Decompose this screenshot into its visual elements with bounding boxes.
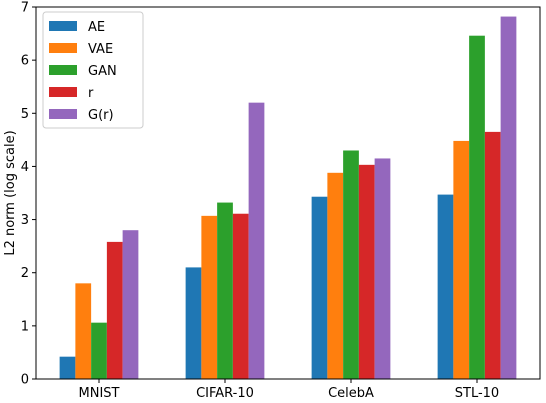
legend-label: G(r) bbox=[88, 108, 114, 123]
bar-gr-cifar10 bbox=[248, 102, 265, 380]
legend-frame bbox=[42, 11, 144, 129]
legend-label: AE bbox=[88, 20, 105, 35]
legend-label: VAE bbox=[88, 42, 113, 57]
bar-gan-stl10 bbox=[469, 35, 485, 379]
bar-gr-mnist bbox=[122, 230, 139, 379]
bar-gr-stl10 bbox=[500, 16, 517, 380]
bar-r-cifar10 bbox=[232, 213, 249, 379]
legend-swatch bbox=[49, 43, 77, 53]
bar-gan-celeba bbox=[343, 150, 359, 379]
legend-swatch bbox=[49, 21, 77, 31]
legend-swatch bbox=[49, 109, 77, 119]
bar-ae-stl10 bbox=[437, 194, 454, 379]
bar-gr-celeba bbox=[374, 158, 391, 379]
bar-vae-cifar10 bbox=[201, 215, 218, 379]
bar-r-stl10 bbox=[484, 131, 501, 379]
legend-swatch bbox=[49, 65, 77, 75]
legend-label: r bbox=[88, 86, 94, 101]
y-tick-label: 6 bbox=[21, 54, 29, 69]
plot-area bbox=[35, 6, 541, 380]
plot-frame bbox=[35, 6, 541, 380]
y-tick-label: 3 bbox=[21, 213, 29, 228]
x-axis: MNIST CIFAR-10 CelebA STL-10 bbox=[79, 379, 499, 401]
bar-gan-mnist bbox=[91, 322, 107, 379]
x-tick-label: CIFAR-10 bbox=[196, 386, 254, 401]
y-axis-label: L2 norm (log scale) bbox=[3, 130, 18, 255]
bar-vae-stl10 bbox=[453, 140, 470, 379]
bar-vae-mnist bbox=[75, 283, 92, 379]
bar-ae-cifar10 bbox=[185, 267, 202, 379]
y-tick-label: 2 bbox=[21, 266, 29, 281]
bar-vae-celeba bbox=[327, 172, 344, 379]
y-tick-label: 4 bbox=[21, 160, 29, 175]
y-axis: 0 1 2 3 4 5 6 7 bbox=[21, 1, 36, 388]
y-tick-label: 1 bbox=[21, 319, 29, 334]
legend-label: GAN bbox=[88, 64, 117, 79]
bar-ae-mnist bbox=[59, 356, 76, 379]
y-tick-label: 7 bbox=[21, 1, 29, 16]
y-tick-label: 0 bbox=[21, 373, 29, 388]
x-tick-label: CelebA bbox=[328, 386, 374, 401]
x-tick-label: MNIST bbox=[79, 386, 120, 401]
legend: AE VAE GAN r G(r) bbox=[42, 11, 144, 129]
bar-r-celeba bbox=[358, 164, 375, 379]
bar-r-mnist bbox=[106, 241, 123, 379]
x-tick-label: STL-10 bbox=[455, 386, 499, 401]
y-tick-label: 5 bbox=[21, 107, 29, 122]
bar-gan-cifar10 bbox=[217, 202, 233, 379]
legend-swatch bbox=[49, 87, 77, 97]
bar-ae-celeba bbox=[311, 196, 328, 379]
